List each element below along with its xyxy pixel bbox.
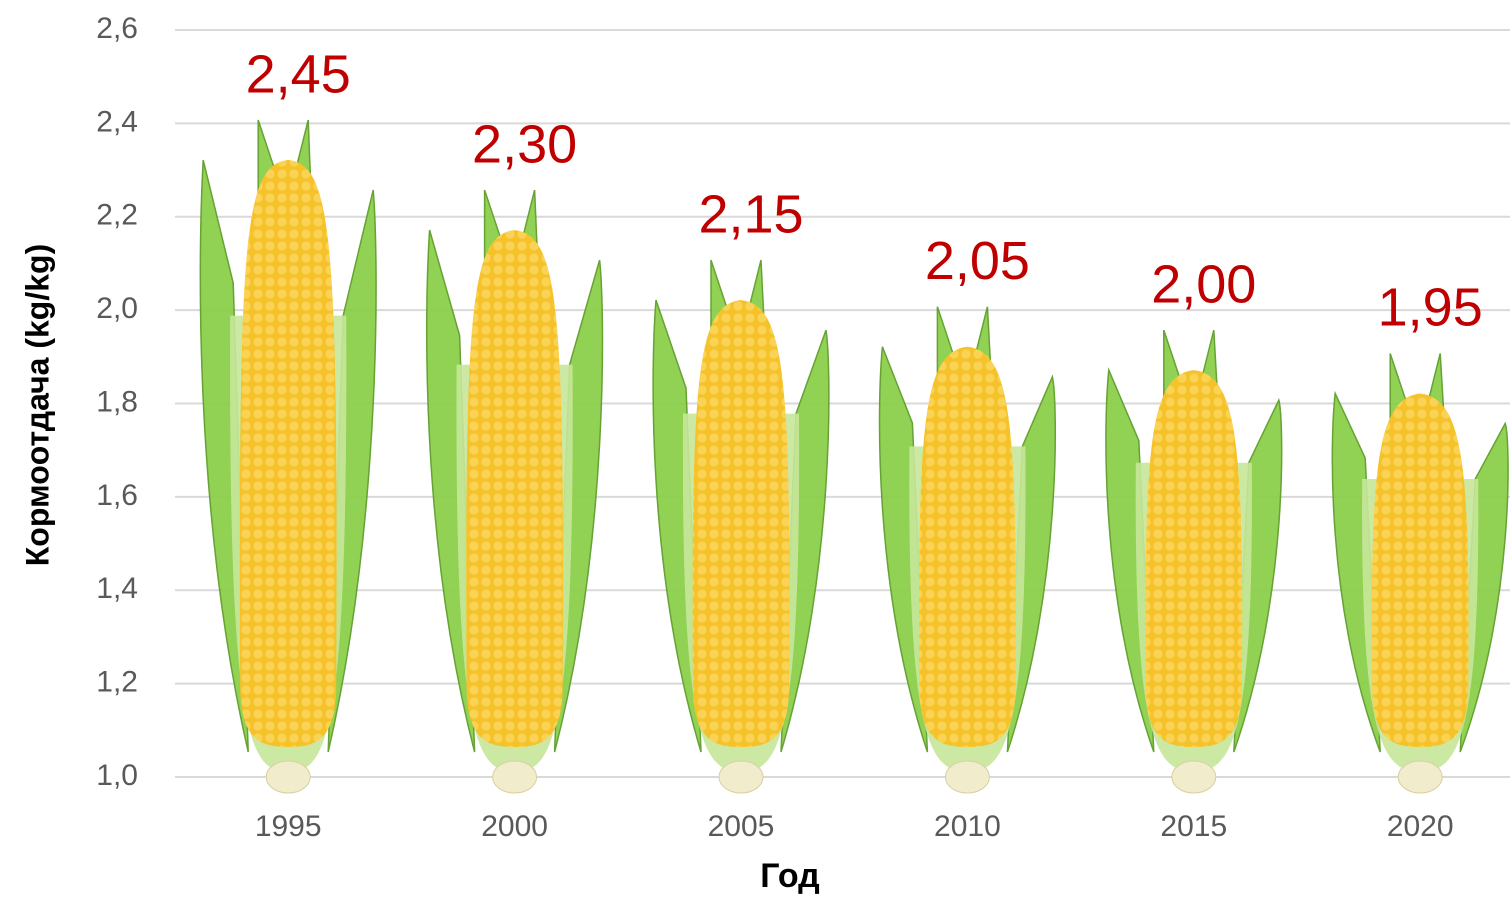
value-label: 1,95 [1378, 278, 1483, 338]
stalk [1397, 760, 1443, 794]
stalk [492, 760, 538, 794]
cob-shade [919, 346, 1016, 747]
x-tick-label: 2000 [481, 810, 548, 843]
x-tick-label: 2010 [934, 810, 1001, 843]
value-label: 2,45 [246, 44, 351, 104]
stalk [265, 760, 311, 794]
corn-bar [878, 306, 1057, 794]
corn-bar [1105, 329, 1283, 794]
corn-bar [1331, 353, 1509, 794]
y-tick-label: 2,6 [96, 12, 138, 45]
value-label: 2,05 [925, 231, 1030, 291]
y-tick-label: 1,8 [96, 385, 138, 418]
x-tick-label: 2005 [708, 810, 775, 843]
x-tick-label: 2020 [1387, 810, 1454, 843]
cob-shade [239, 160, 337, 747]
x-axis-title: Год [760, 857, 819, 895]
cob-shade [1145, 370, 1243, 747]
y-tick-label: 2,2 [96, 199, 138, 232]
value-label: 2,15 [698, 184, 803, 244]
x-tick-label: 2015 [1160, 810, 1227, 843]
corn-bar [425, 189, 604, 794]
value-label: 2,30 [472, 114, 577, 174]
stalk [1171, 760, 1217, 794]
stalk [718, 760, 764, 794]
y-tick-label: 1,0 [96, 759, 138, 792]
cob-shade [466, 230, 563, 747]
value-label: 2,00 [1151, 254, 1256, 314]
x-tick-label: 1995 [255, 810, 322, 843]
y-tick-label: 1,2 [96, 666, 138, 699]
y-tick-label: 1,6 [96, 479, 138, 512]
cob-shade [692, 300, 790, 747]
corn-bar [199, 119, 377, 794]
y-tick-label: 2,0 [96, 292, 138, 325]
y-tick-label: 2,4 [96, 105, 138, 138]
corn-bar [652, 259, 830, 794]
stalk [944, 760, 990, 794]
y-axis-title: Кормоотдача (kg/kg) [19, 244, 55, 566]
cob-shade [1371, 393, 1469, 747]
y-tick-label: 1,4 [96, 572, 138, 605]
